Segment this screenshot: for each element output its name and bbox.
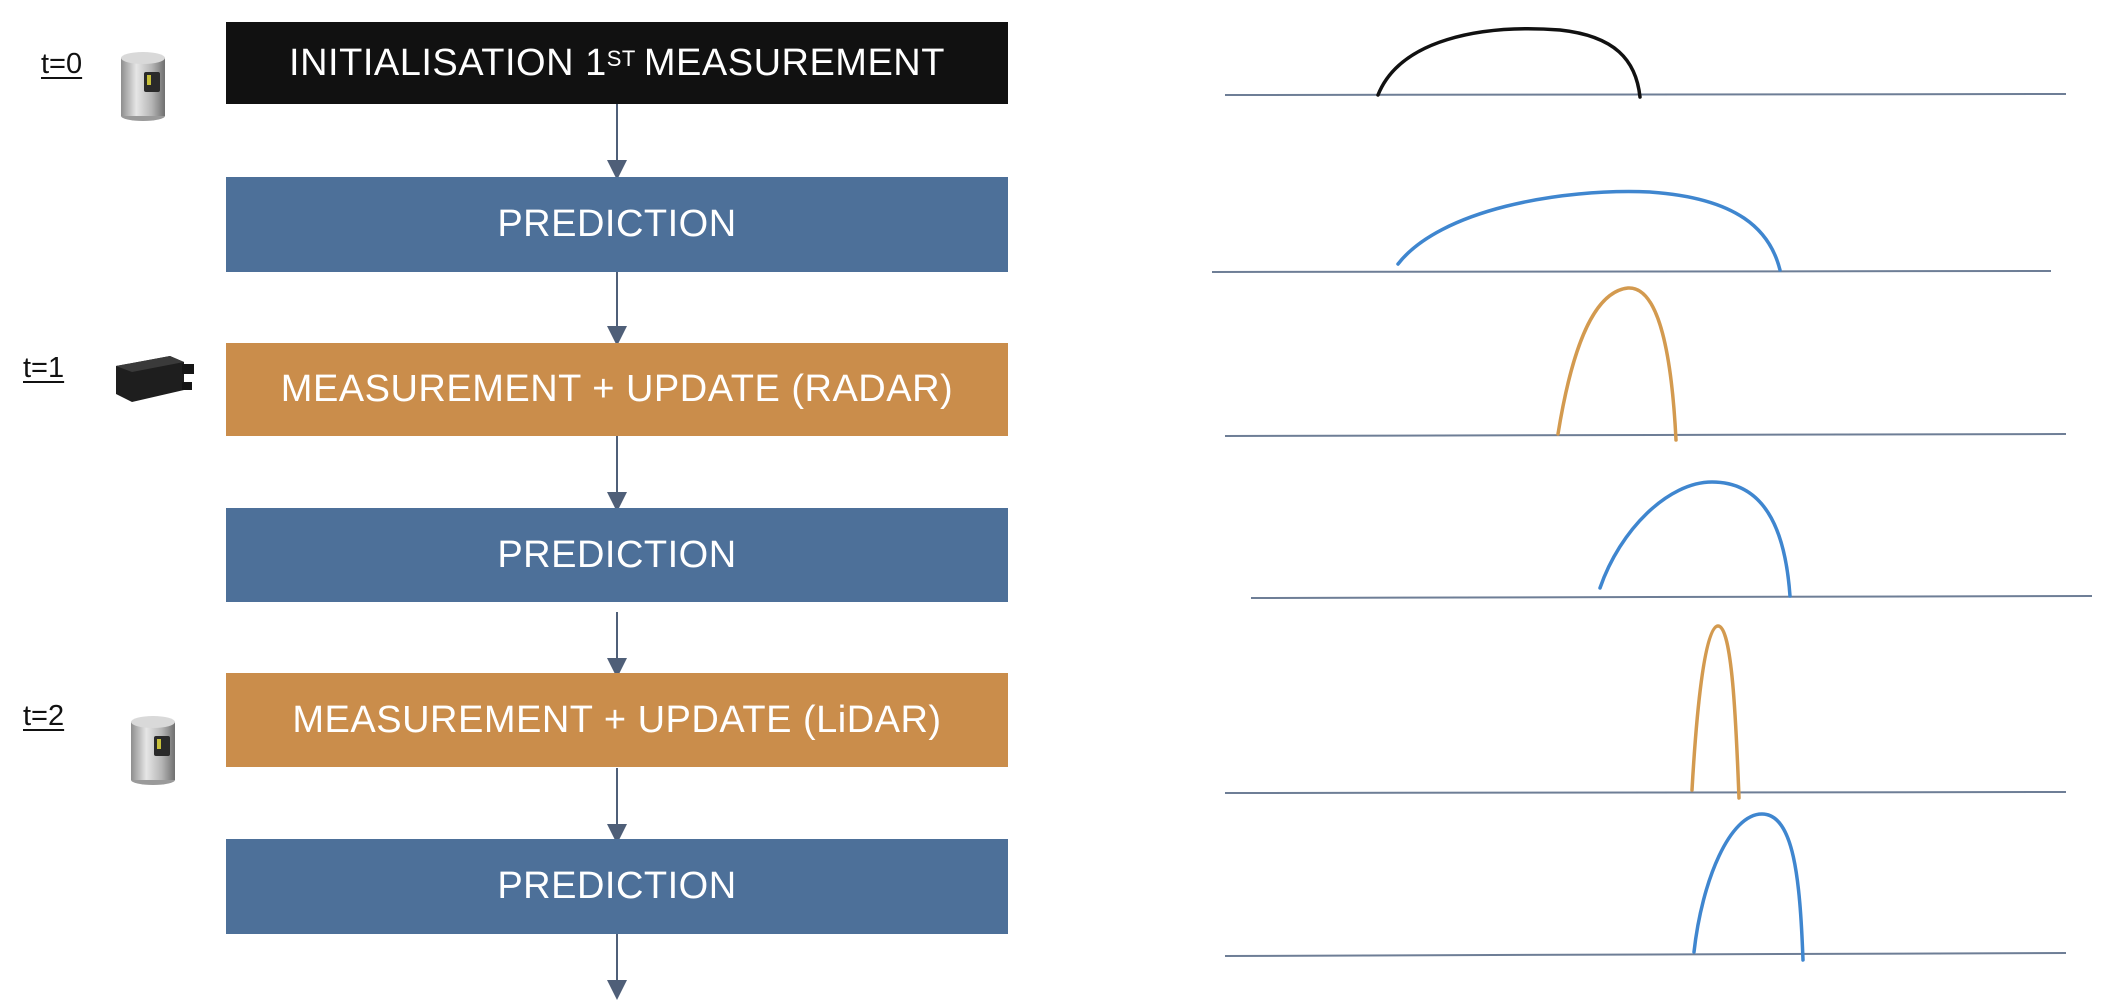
baseline [1250,595,2093,599]
step-initialisation-text: INITIALISATION 1 [289,41,607,84]
lidar-sensor-icon [131,716,175,785]
initial-distribution-curve [1376,27,1642,99]
baseline [1224,433,2067,437]
baseline [1211,270,2052,273]
step-measurement-update-lidar: MEASUREMENT + UPDATE (LiDAR) [226,673,1008,767]
step-initialisation-text-after: MEASUREMENT [643,41,945,84]
step-prediction-3: PREDICTION [226,839,1008,934]
time-label-t2: t=2 [23,700,65,732]
prediction-distribution-curve-3 [1692,812,1805,962]
time-label-t0: t=0 [41,48,83,80]
lidar-sensor-icon [121,52,165,121]
step-initialisation-sup: ST [606,46,636,71]
time-label-t1: t=1 [23,352,65,384]
lidar-measurement-curve [1690,624,1741,800]
step-prediction-1: PREDICTION [226,177,1008,272]
distribution-curves [1376,27,1805,962]
baseline [1224,791,2067,794]
distribution-baselines [1211,93,2093,957]
baseline [1224,952,2067,957]
radar-measurement-curve [1556,286,1678,442]
prediction-distribution-curve-1 [1396,189,1782,272]
step-measurement-update-radar: MEASUREMENT + UPDATE (RADAR) [226,343,1008,436]
step-initialisation: INITIALISATION 1 ST MEASUREMENT [226,22,1008,104]
baseline [1224,93,2067,96]
step-prediction-2: PREDICTION [226,508,1008,602]
prediction-distribution-curve-2 [1598,480,1792,598]
radar-sensor-icon [116,356,194,402]
